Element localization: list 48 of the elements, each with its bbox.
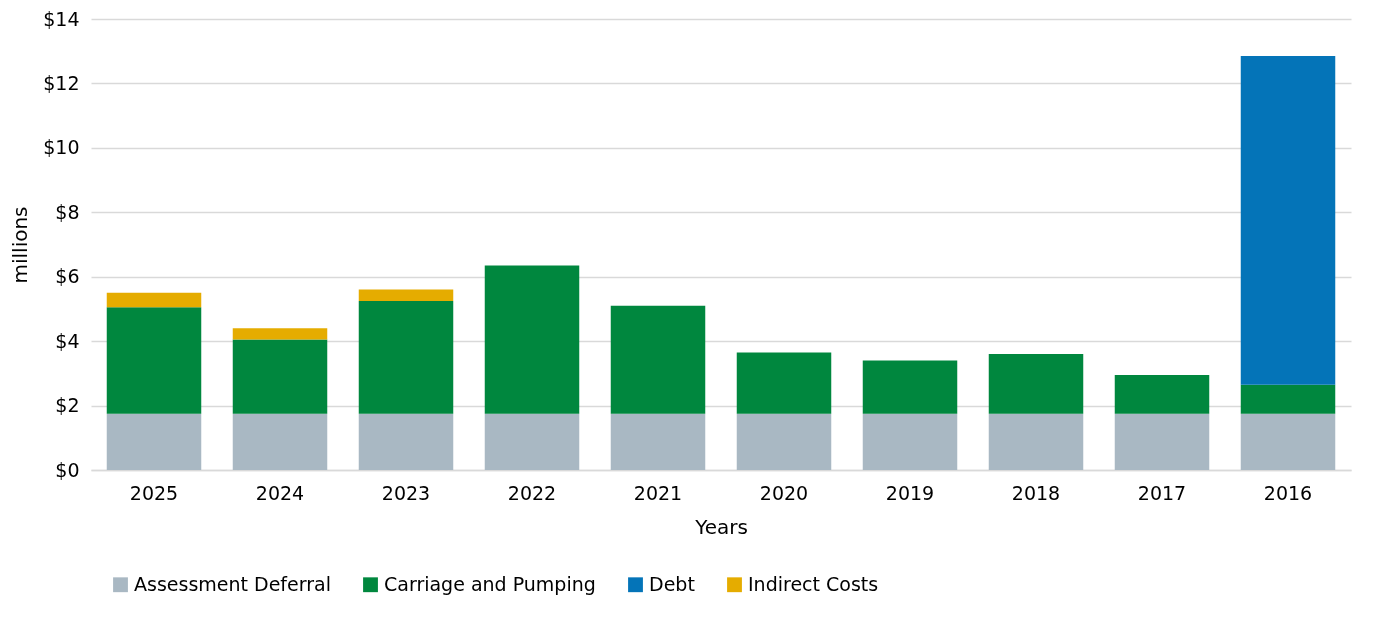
x-tick-label: 2017 bbox=[1137, 481, 1187, 504]
bar bbox=[862, 360, 958, 414]
x-tick-label: 2020 bbox=[759, 481, 809, 504]
y-tick-label: $12 bbox=[43, 71, 80, 94]
legend-label: Carriage and Pumping bbox=[384, 572, 596, 595]
legend-label: Assessment Deferral bbox=[134, 572, 331, 595]
bar bbox=[610, 413, 706, 470]
bar bbox=[106, 413, 202, 470]
bar bbox=[862, 413, 958, 470]
legend-label: Debt bbox=[649, 572, 695, 595]
bar bbox=[106, 307, 202, 414]
bar bbox=[358, 289, 454, 301]
x-tick-label: 2025 bbox=[129, 481, 179, 504]
y-tick-label: $2 bbox=[55, 394, 80, 417]
bar bbox=[232, 328, 328, 340]
y-tick-label: $14 bbox=[43, 7, 80, 30]
x-tick-label: 2019 bbox=[885, 481, 935, 504]
bar bbox=[1240, 384, 1336, 414]
bar bbox=[232, 413, 328, 470]
legend-label: Indirect Costs bbox=[748, 572, 879, 595]
x-tick-label: 2018 bbox=[1011, 481, 1061, 504]
bar bbox=[1114, 413, 1210, 470]
x-tick-label: 2021 bbox=[633, 481, 683, 504]
bar bbox=[988, 413, 1084, 470]
y-tick-label: $4 bbox=[55, 329, 80, 352]
x-tick-label: 2023 bbox=[381, 481, 431, 504]
bar bbox=[1114, 374, 1210, 414]
bar bbox=[610, 305, 706, 414]
bar bbox=[1240, 413, 1336, 470]
y-tick-label: $10 bbox=[43, 136, 80, 159]
bar bbox=[736, 413, 832, 470]
bar bbox=[232, 339, 328, 414]
bar bbox=[736, 352, 832, 414]
y-tick-label: $0 bbox=[55, 458, 80, 481]
y-tick-label: $8 bbox=[55, 200, 80, 223]
bar bbox=[988, 354, 1084, 414]
x-axis-title: Years bbox=[694, 514, 748, 539]
bar bbox=[358, 300, 454, 414]
bar bbox=[1240, 56, 1336, 385]
x-tick-label: 2024 bbox=[255, 481, 305, 504]
bar bbox=[484, 265, 580, 414]
y-tick-label: $6 bbox=[55, 265, 80, 288]
bar bbox=[106, 292, 202, 308]
y-axis-title: millions bbox=[8, 206, 33, 284]
bar bbox=[358, 413, 454, 470]
x-tick-label: 2016 bbox=[1263, 481, 1313, 504]
x-tick-label: 2022 bbox=[507, 481, 557, 504]
bar bbox=[484, 413, 580, 470]
